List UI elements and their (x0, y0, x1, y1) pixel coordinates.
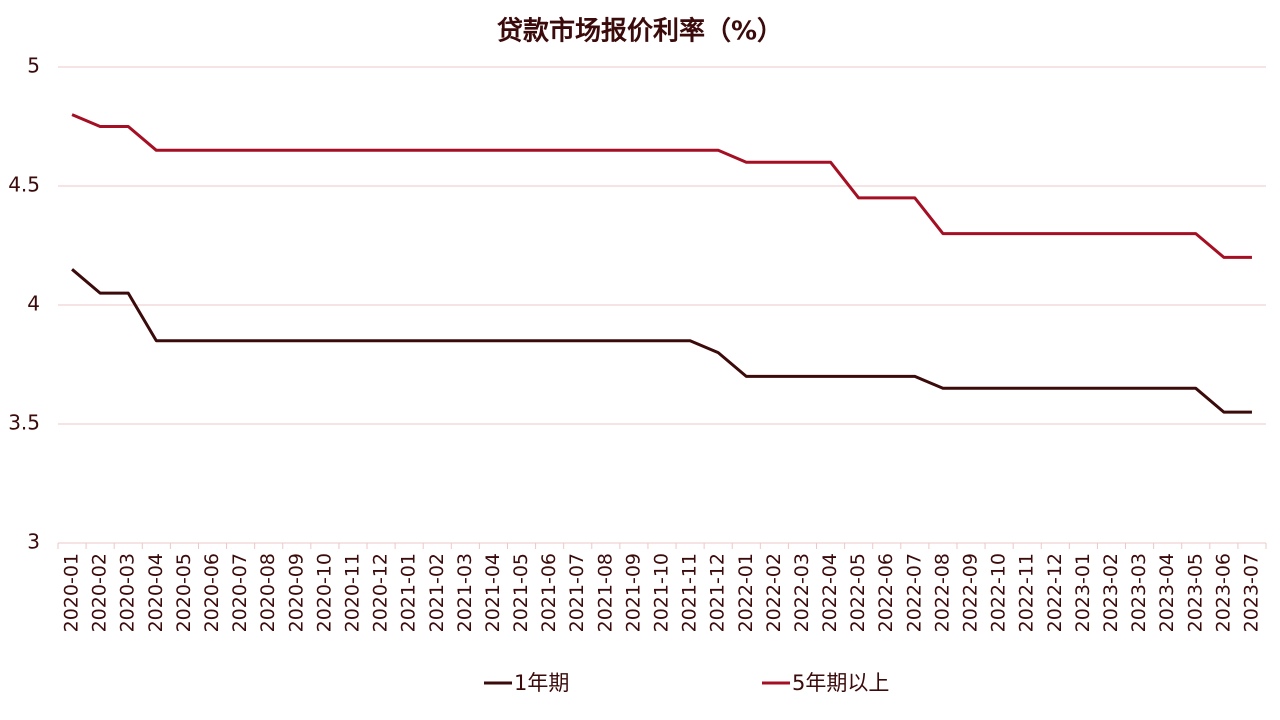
x-tick-label: 2021-08 (594, 553, 616, 632)
y-tick-label: 3 (27, 530, 40, 554)
x-tick-label: 2022-01 (735, 553, 757, 632)
x-tick-label: 2020-08 (257, 553, 279, 632)
x-tick-label: 2022-02 (763, 553, 785, 632)
x-tick-label: 2023-04 (1156, 553, 1178, 632)
line-series (71, 113, 1252, 259)
x-tick-label: 2021-05 (510, 553, 532, 632)
x-tick-label: 2021-03 (454, 553, 476, 632)
x-tick-label: 2023-02 (1100, 553, 1122, 632)
x-tick-label: 2020-10 (313, 553, 335, 632)
x-tick-label: 2023-03 (1128, 553, 1150, 632)
x-tick-label: 2022-05 (847, 553, 869, 632)
x-tick-label: 2022-06 (875, 553, 897, 632)
x-tick-label: 2023-06 (1212, 553, 1234, 632)
legend-label: 1年期 (514, 671, 569, 695)
x-tick-label: 2022-07 (903, 553, 925, 632)
x-tick-label: 2020-09 (285, 553, 307, 632)
x-tick-label: 2021-01 (398, 553, 420, 632)
y-tick-label: 4.5 (8, 173, 40, 197)
x-tick-label: 2020-03 (117, 553, 139, 632)
x-tick-label: 2021-02 (426, 553, 448, 632)
x-tick-label: 2022-09 (960, 553, 982, 632)
x-tick-label: 2021-12 (707, 553, 729, 632)
x-tick-label: 2020-07 (229, 553, 251, 632)
x-tick-label: 2022-10 (988, 553, 1010, 632)
x-tick-label: 2021-06 (538, 553, 560, 632)
x-tick-label: 2022-11 (1016, 553, 1038, 632)
x-tick-label: 2023-07 (1240, 553, 1262, 632)
x-tick-label: 2021-04 (482, 553, 504, 632)
x-tick-label: 2020-12 (370, 553, 392, 632)
x-tick-label: 2021-09 (622, 553, 644, 632)
x-tick-label: 2021-10 (651, 553, 673, 632)
legend-label: 5年期以上 (792, 671, 889, 695)
y-tick-label: 5 (27, 54, 40, 78)
x-tick-label: 2020-02 (89, 553, 111, 632)
x-tick-label: 2022-03 (791, 553, 813, 632)
x-tick-label: 2022-12 (1044, 553, 1066, 632)
x-tick-label: 2023-01 (1072, 553, 1094, 632)
y-tick-label: 3.5 (8, 411, 40, 435)
x-tick-label: 2020-11 (341, 553, 363, 632)
x-tick-label: 2020-01 (61, 553, 83, 632)
line-series (71, 268, 1252, 414)
y-tick-label: 4 (27, 292, 40, 316)
chart-title: 贷款市场报价利率（%） (497, 16, 783, 47)
x-tick-label: 2022-08 (931, 553, 953, 632)
x-tick-label: 2020-06 (201, 553, 223, 632)
x-tick-label: 2021-07 (566, 553, 588, 632)
x-tick-label: 2022-04 (819, 553, 841, 632)
x-tick-label: 2021-11 (679, 553, 701, 632)
x-tick-label: 2020-05 (173, 553, 195, 632)
x-tick-label: 2023-05 (1184, 553, 1206, 632)
x-tick-label: 2020-04 (145, 553, 167, 632)
